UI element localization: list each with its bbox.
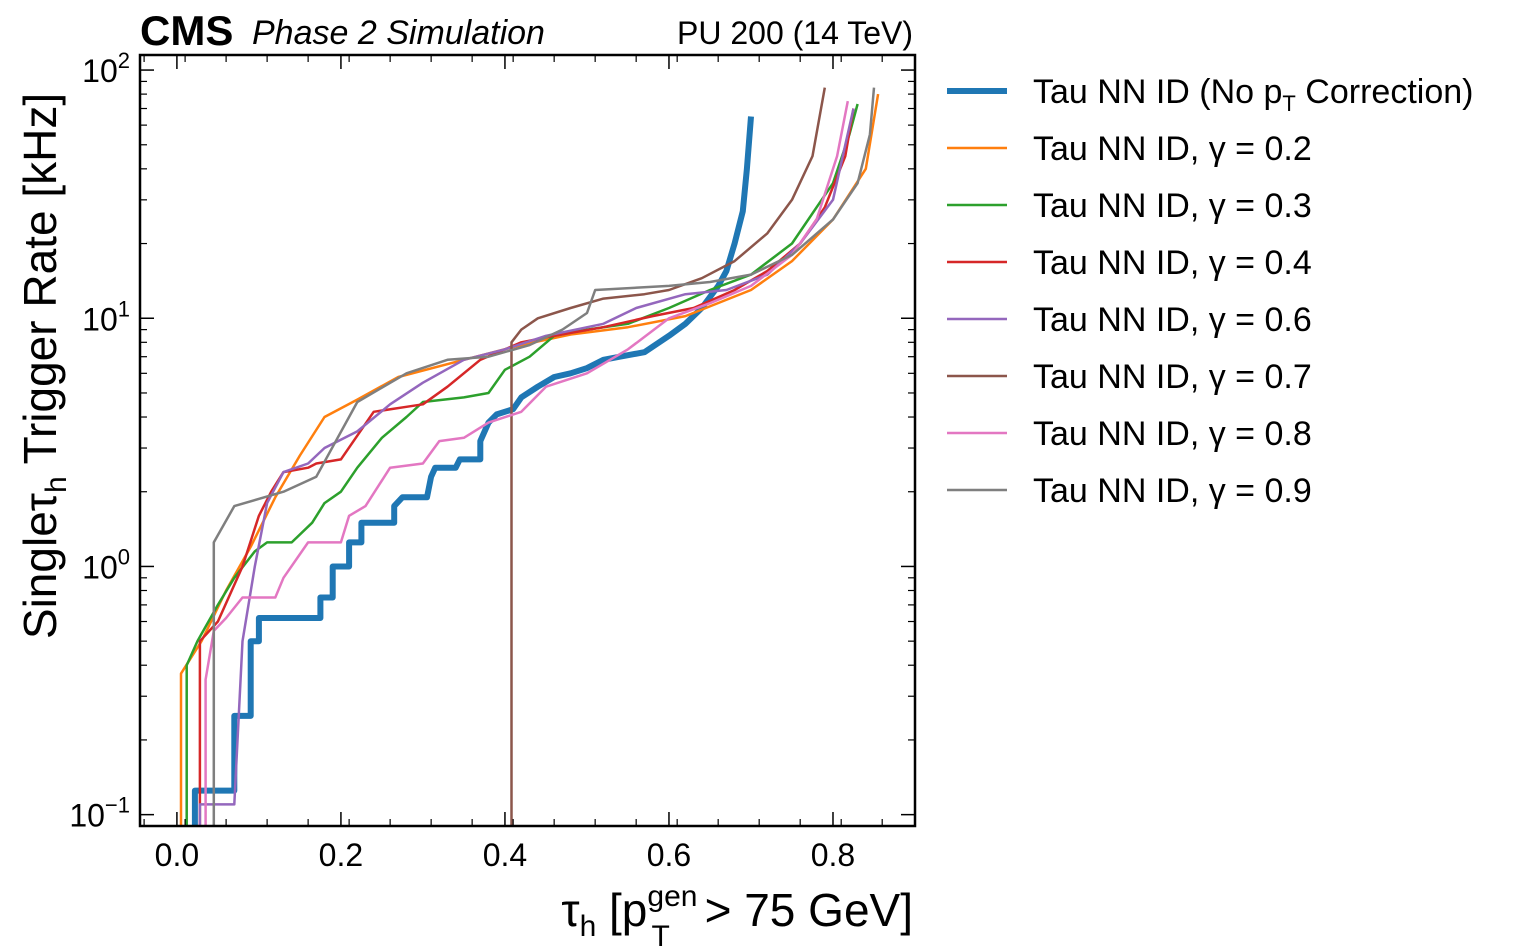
- series-line-6: [204, 100, 850, 826]
- experiment-label: CMS: [140, 7, 233, 54]
- x-axis-title: τh [pgen T > 75 GeV]: [561, 880, 913, 948]
- series-line-5: [510, 87, 827, 826]
- series-line-1: [179, 93, 880, 826]
- status-label: Phase 2 Simulation: [252, 14, 545, 52]
- y-tick-label: 101: [82, 296, 130, 337]
- y-tick-label: 100: [82, 544, 130, 585]
- x-tick-label: 0.2: [319, 837, 363, 873]
- legend-label-7: Tau NN ID, γ = 0.9: [1033, 472, 1312, 510]
- series-layer: [179, 87, 880, 826]
- plot-border: [138, 53, 917, 828]
- plot-frame: [138, 53, 917, 828]
- axes: 0.0 0.2 0.4 0.6 0.8 10−1 100 101 102: [69, 48, 915, 873]
- legend-label-5: Tau NN ID, γ = 0.7: [1033, 358, 1312, 396]
- series-line-2: [185, 103, 859, 826]
- legend-label-4: Tau NN ID, γ = 0.6: [1033, 301, 1312, 339]
- x-tick-label: 0.6: [647, 837, 691, 873]
- y-tick-label: 102: [82, 48, 130, 89]
- series-line-7: [212, 87, 876, 826]
- series-line-4: [198, 108, 855, 826]
- y-tick-label: 10−1: [69, 793, 130, 834]
- series-line-0: [191, 116, 754, 826]
- legend-label-6: Tau NN ID, γ = 0.8: [1033, 415, 1312, 453]
- x-tick-label: 0.0: [155, 837, 199, 873]
- run-info-label: PU 200 (14 TeV): [677, 15, 913, 51]
- y-axis-title: Singleτh Trigger Rate [kHz]: [14, 93, 73, 639]
- legend-label-1: Tau NN ID, γ = 0.2: [1033, 130, 1312, 168]
- legend-label-0: Tau NN ID (No pT Correction): [1033, 73, 1473, 116]
- legend: Tau NN ID (No pT Correction) Tau NN ID, γ…: [947, 73, 1473, 510]
- x-tick-label: 0.8: [811, 837, 855, 873]
- series-line-3: [198, 108, 855, 826]
- x-tick-label: 0.4: [483, 837, 527, 873]
- legend-label-2: Tau NN ID, γ = 0.3: [1033, 187, 1312, 225]
- legend-label-3: Tau NN ID, γ = 0.4: [1033, 244, 1312, 282]
